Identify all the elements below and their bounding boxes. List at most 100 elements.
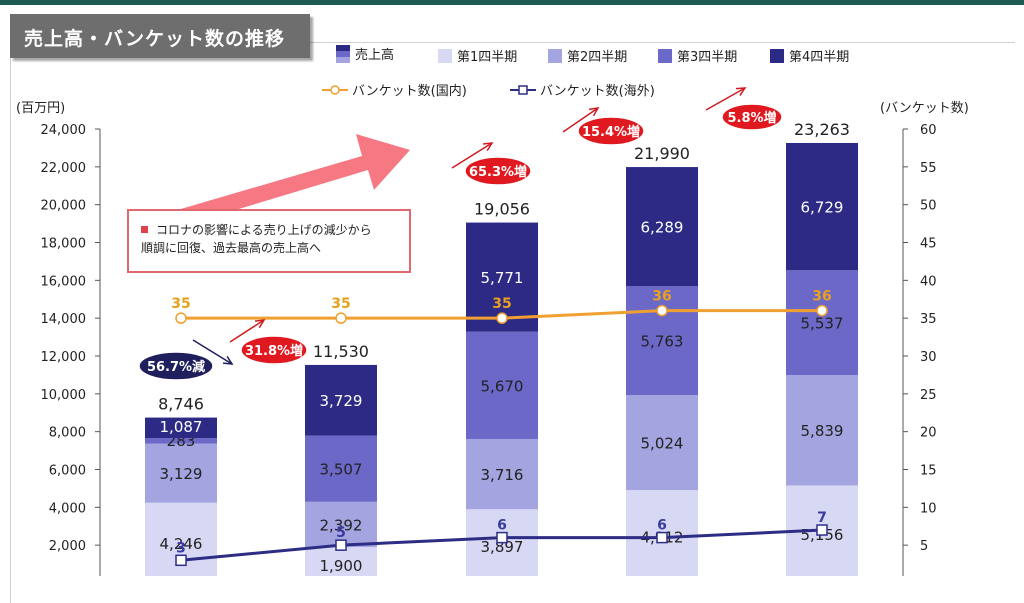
bar-segment <box>786 142 858 271</box>
bar-segment <box>305 547 377 576</box>
left-tick-label: 22,000 <box>41 161 87 176</box>
overseas-line-icon <box>510 85 536 95</box>
growth-badge <box>138 351 214 381</box>
growth-badge <box>577 116 645 146</box>
right-tick-label: 5 <box>920 539 928 554</box>
right-tick-label: 30 <box>920 350 937 365</box>
bar-total-label: 11,530 <box>313 342 369 361</box>
bar-segment-label: 5,763 <box>641 333 684 351</box>
bar-segment-label: 3,729 <box>320 392 363 410</box>
bar-segment-label: 3,716 <box>481 466 524 484</box>
bar-segment <box>145 417 217 439</box>
bar-segment <box>786 270 858 376</box>
overseas-point <box>496 531 508 544</box>
title-box <box>10 14 310 58</box>
right-tick-label: 50 <box>920 199 937 214</box>
legend-domestic: バンケット数(国内) <box>322 80 467 99</box>
growth-badge-label: 56.7%減 <box>147 359 205 375</box>
bar-segment <box>466 438 538 510</box>
growth-arrow-icon <box>451 142 493 169</box>
bar-total-label: 8,746 <box>158 395 204 414</box>
bar-segment <box>305 364 377 436</box>
page-title: 売上高・バンケット数の推移 <box>24 28 285 50</box>
right-tick-label: 15 <box>920 464 937 479</box>
growth-arrow-icon <box>705 87 746 111</box>
right-tick-label: 55 <box>920 161 937 176</box>
sales-banquet-chart: (百万円) (バンケット数) 2,000 4,000 6,000 8,000 10,000 1… <box>16 87 969 576</box>
legend-q2-label: 第2四半期 <box>567 50 628 65</box>
legend-q4: 第4四半期 <box>770 46 849 65</box>
callout-box: コロナの影響による売り上げの減少から 順調に回復、過去最高の売上高へ <box>127 209 411 273</box>
q4-swatch-icon <box>770 49 784 63</box>
growth-arrow-icon <box>562 107 599 133</box>
bar-segment-label: 3,507 <box>320 461 363 479</box>
domestic-point-label: 35 <box>171 296 190 312</box>
bar-segment <box>626 395 698 491</box>
growth-arrowhead-icon <box>222 356 234 365</box>
growth-arrowhead-icon <box>254 319 266 329</box>
growth-arrowhead-icon <box>588 107 600 117</box>
domestic-point <box>175 312 187 324</box>
q1-swatch-icon <box>438 49 452 63</box>
domestic-point-label: 36 <box>652 289 671 305</box>
left-tick-label: 18,000 <box>41 237 87 252</box>
right-tick-label: 25 <box>920 388 937 403</box>
bar-segment-label: 6,289 <box>641 219 684 237</box>
domestic-point <box>496 312 508 324</box>
bar-segment-label: 3,897 <box>481 538 524 556</box>
legend-overseas-label: バンケット数(海外) <box>540 84 655 99</box>
q2-swatch-icon <box>548 49 562 63</box>
overseas-point <box>175 554 187 567</box>
legend-q2: 第2四半期 <box>548 46 627 65</box>
callout-line-1: コロナの影響による売り上げの減少から <box>156 223 372 237</box>
domestic-point <box>656 304 668 317</box>
right-tick-label: 60 <box>920 123 937 138</box>
bar-segment <box>305 435 377 502</box>
bar-segment <box>145 443 217 503</box>
growth-badge-label: 65.3%増 <box>469 164 527 180</box>
overseas-point-label: 5 <box>336 525 346 541</box>
growth-arrow-icon <box>192 339 233 365</box>
domestic-point <box>816 304 828 317</box>
bullet-icon <box>141 226 148 233</box>
legend-q3-label: 第3四半期 <box>677 50 738 65</box>
left-tick-label: 24,000 <box>41 123 87 138</box>
bar-segment-label: 3,129 <box>160 465 203 483</box>
left-tick-label: 4,000 <box>49 501 86 516</box>
legend-q4-label: 第4四半期 <box>789 50 850 65</box>
legend-sales-label: 売上高 <box>355 48 395 63</box>
overseas-point-label: 6 <box>657 518 667 534</box>
growth-badge-label: 31.8%増 <box>245 343 303 359</box>
bar-segment-label: 6,729 <box>801 199 844 217</box>
right-tick-label: 35 <box>920 312 937 327</box>
domestic-point-label: 35 <box>331 296 350 312</box>
growth-badge <box>240 335 308 365</box>
chart-frame <box>10 42 1015 603</box>
overseas-point-label: 7 <box>817 510 827 526</box>
growth-badge <box>464 156 532 186</box>
left-tick-label: 16,000 <box>41 274 87 289</box>
right-tick-label: 10 <box>920 501 937 516</box>
domestic-line-icon <box>322 85 348 95</box>
growth-arrowhead-icon <box>482 142 494 152</box>
left-tick-label: 10,000 <box>41 388 87 403</box>
domestic-point-label: 36 <box>812 289 831 305</box>
legend-overseas: バンケット数(海外) <box>510 80 655 99</box>
left-tick-label: 6,000 <box>49 464 86 479</box>
right-tick-label: 40 <box>920 274 937 289</box>
overseas-point <box>656 531 668 544</box>
domestic-point <box>335 312 347 324</box>
left-axis-unit: (百万円) <box>16 101 65 116</box>
legend-q1-label: 第1四半期 <box>457 50 518 65</box>
left-tick-label: 8,000 <box>49 426 86 441</box>
callout-line-2: 順調に回復、過去最高の売上高へ <box>141 241 322 255</box>
overseas-point <box>816 524 828 536</box>
growth-badge-label: 5.8%増 <box>727 110 776 126</box>
bar-segment-label: 5,024 <box>641 435 684 453</box>
overseas-point-label: 3 <box>176 540 186 556</box>
domestic-point-label: 35 <box>492 296 511 312</box>
bar-segment-label: 5,670 <box>481 377 524 395</box>
bar-total-label: 19,056 <box>474 200 530 219</box>
right-tick-label: 45 <box>920 237 937 252</box>
legend-q1: 第1四半期 <box>438 46 517 65</box>
